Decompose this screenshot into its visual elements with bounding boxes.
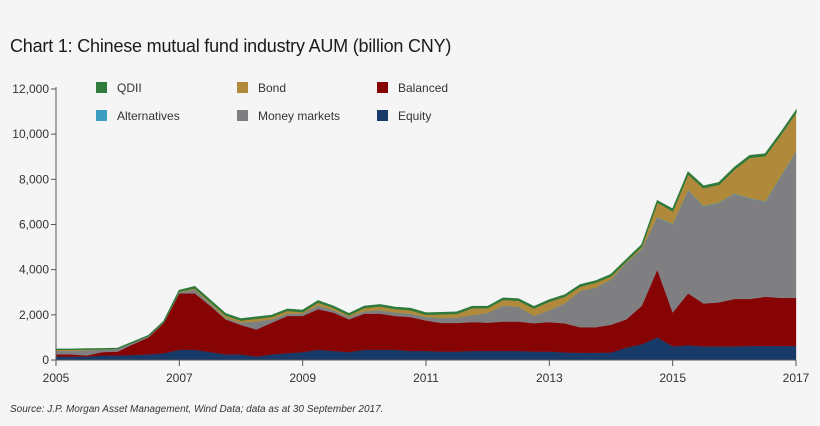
x-tick-label: 2005 <box>43 371 70 385</box>
legend-label: Bond <box>258 81 286 95</box>
y-tick-label: 12,000 <box>12 82 49 96</box>
legend-label: Alternatives <box>117 109 180 123</box>
legend-swatch-bond <box>237 82 248 93</box>
legend-swatch-alternatives <box>96 110 107 121</box>
legend-swatch-money-markets <box>237 110 248 121</box>
y-tick-label: 2,000 <box>19 308 49 322</box>
legend-label: Balanced <box>398 81 448 95</box>
x-tick-label: 2015 <box>659 371 686 385</box>
legend-swatch-equity <box>377 110 388 121</box>
x-tick-label: 2007 <box>166 371 193 385</box>
y-tick-label: 4,000 <box>19 263 49 277</box>
legend-label: QDII <box>117 81 142 95</box>
x-tick-label: 2013 <box>536 371 563 385</box>
y-tick-label: 10,000 <box>12 127 49 141</box>
legend-label: Equity <box>398 109 431 123</box>
axes: 0 2,000 4,000 6,000 8,000 10,000 12,000 2005 200… <box>12 82 809 385</box>
legend-swatch-qdii <box>96 82 107 93</box>
chart-title: Chart 1: Chinese mutual fund industry AU… <box>10 36 452 56</box>
legend-swatch-balanced <box>377 82 388 93</box>
x-tick-label: 2009 <box>289 371 316 385</box>
source-note: Source: J.P. Morgan Asset Management, Wi… <box>10 404 384 415</box>
legend-label: Money markets <box>258 109 340 123</box>
y-tick-label: 0 <box>42 353 49 367</box>
legend: QDII Bond Balanced Alternatives Money market… <box>96 81 448 123</box>
x-tick-label: 2017 <box>783 371 810 385</box>
y-tick-label: 8,000 <box>19 172 49 186</box>
area-qdii <box>55 108 797 350</box>
area-layers <box>55 108 797 361</box>
x-tick-label: 2011 <box>413 371 439 385</box>
y-tick-label: 6,000 <box>19 218 49 232</box>
